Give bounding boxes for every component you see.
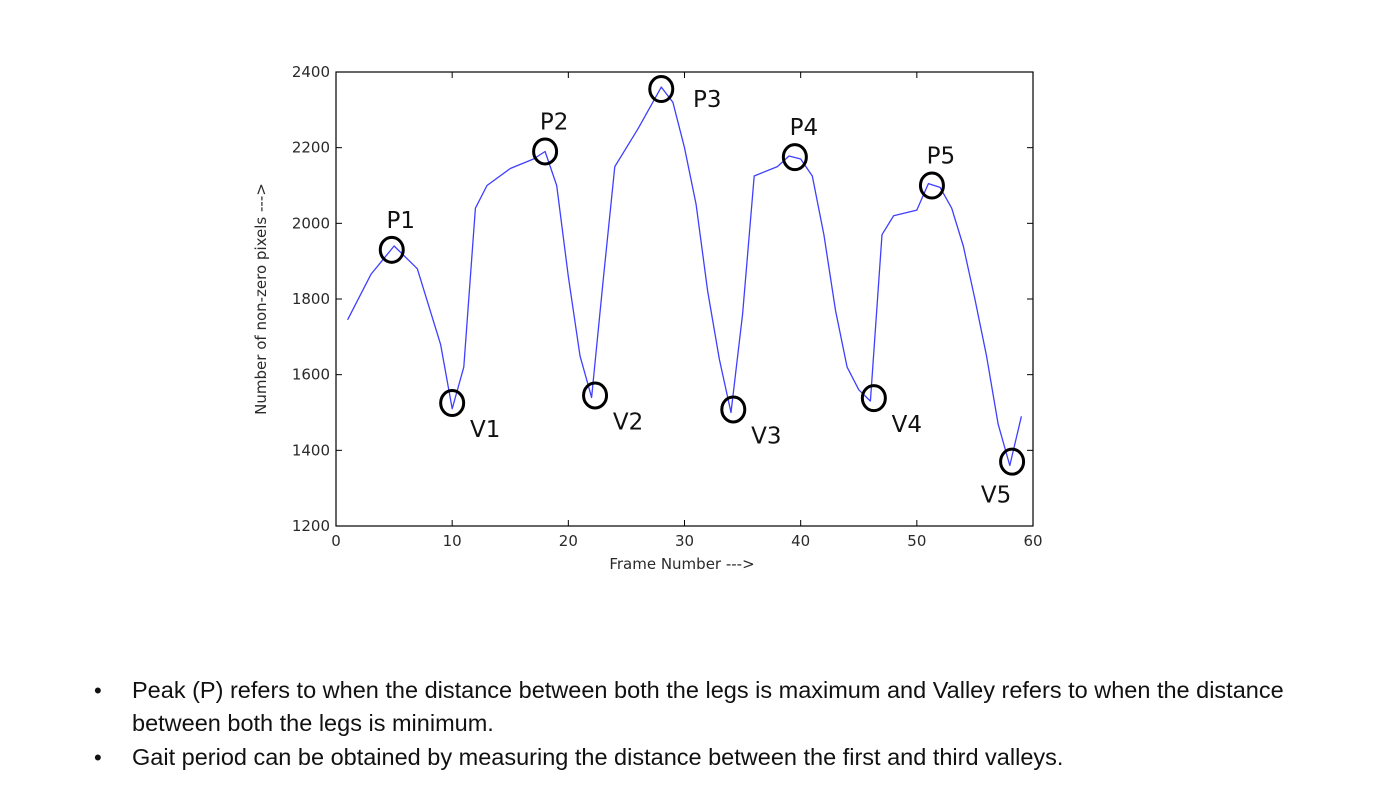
y-tick-label: 1400 (292, 441, 330, 459)
valley-marker-v4 (860, 384, 887, 413)
x-axis-label: Frame Number ---> (609, 555, 754, 573)
series-layer (347, 86, 1023, 467)
note-gait-period: Gait period can be obtained by measuring… (132, 744, 1064, 770)
bullet-icon: • (94, 745, 102, 770)
note-item: • Peak (P) refers to when the distance b… (92, 674, 1342, 740)
y-tick-label: 2400 (292, 63, 330, 81)
x-tick-labels: 0 10 20 30 40 50 60 (331, 532, 1042, 550)
x-tick-label: 10 (443, 532, 462, 550)
peak-label-p5: P5 (927, 144, 956, 170)
peak-label-p2: P2 (540, 109, 569, 135)
gait-chart: 0 10 20 30 40 50 60 1200 1400 1600 1800 2000 2200 24… (252, 63, 1043, 573)
peak-marker-p5 (918, 171, 945, 200)
peak-marker-p2 (532, 137, 559, 166)
y-tick-labels: 1200 1400 1600 1800 2000 2200 2400 (292, 63, 330, 535)
peak-label-p1: P1 (387, 208, 416, 234)
note-item: • Gait period can be obtained by measuri… (92, 741, 1342, 774)
peak-marker-p1 (378, 235, 405, 264)
valley-label-v4: V4 (892, 412, 922, 438)
x-tick-label: 50 (907, 532, 926, 550)
y-axis-label: Number of non-zero pixels ---> (252, 183, 270, 415)
valley-marker-v3 (720, 395, 747, 424)
axis-ticks (335, 71, 1034, 527)
y-tick-label: 2200 (292, 139, 330, 157)
valley-label-v2: V2 (613, 409, 643, 435)
valley-marker-v1 (439, 389, 466, 418)
valley-marker-v2 (582, 381, 609, 410)
notes-list: • Peak (P) refers to when the distance b… (92, 674, 1342, 775)
series-line (347, 86, 1023, 467)
valley-label-v1: V1 (470, 417, 500, 443)
valley-marker-v5 (999, 447, 1026, 476)
peak-marker-p3 (648, 75, 675, 104)
bullet-icon: • (94, 678, 102, 703)
peak-marker-p4 (781, 143, 808, 172)
y-tick-label: 2000 (292, 214, 330, 232)
x-tick-label: 20 (559, 532, 578, 550)
x-tick-label: 30 (675, 532, 694, 550)
peak-valley-annotations: P1 P2 P3 P4 P5 V1 V2 V3 V4 V5 (378, 75, 1026, 509)
y-tick-label: 1600 (292, 366, 330, 384)
plot-area (335, 71, 1034, 527)
x-tick-label: 60 (1023, 532, 1042, 550)
peak-label-p3: P3 (693, 87, 722, 113)
x-tick-label: 0 (331, 532, 341, 550)
y-tick-label: 1800 (292, 290, 330, 308)
x-tick-label: 40 (791, 532, 810, 550)
note-peak-valley: Peak (P) refers to when the distance bet… (132, 677, 1284, 736)
valley-label-v3: V3 (751, 423, 781, 449)
y-tick-label: 1200 (292, 517, 330, 535)
valley-label-v5: V5 (981, 483, 1011, 509)
peak-label-p4: P4 (790, 115, 819, 141)
